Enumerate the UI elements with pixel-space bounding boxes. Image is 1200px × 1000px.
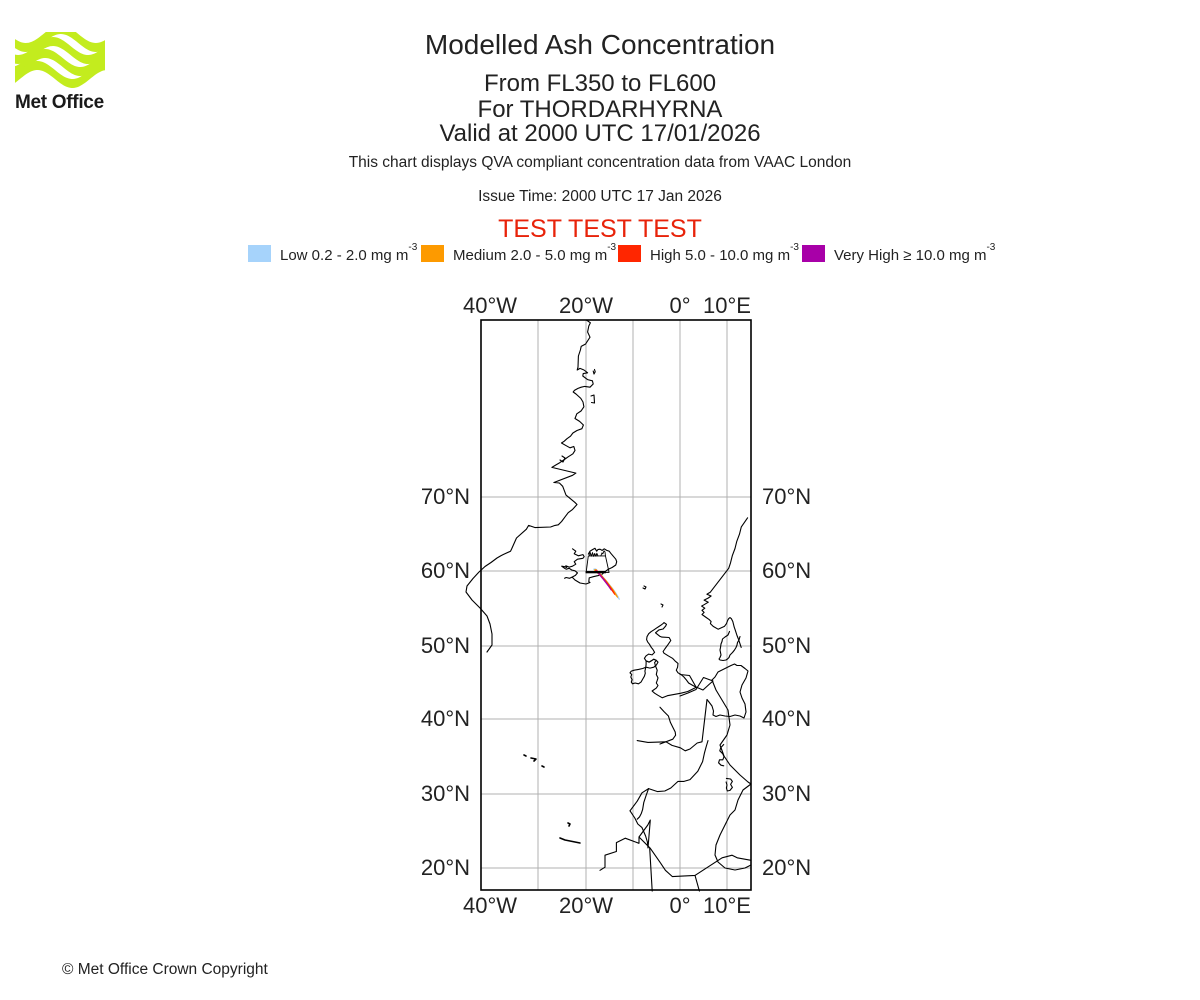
svg-text:30°N: 30°N (421, 781, 470, 806)
svg-text:20°N: 20°N (762, 855, 811, 880)
svg-text:30°N: 30°N (762, 781, 811, 806)
svg-text:20°W: 20°W (559, 293, 613, 318)
svg-text:20°N: 20°N (421, 855, 470, 880)
svg-text:50°N: 50°N (421, 633, 470, 658)
svg-text:0°: 0° (669, 893, 690, 918)
svg-text:50°N: 50°N (762, 633, 811, 658)
svg-text:70°N: 70°N (762, 484, 811, 509)
svg-text:0°: 0° (669, 293, 690, 318)
svg-text:40°N: 40°N (421, 706, 470, 731)
svg-text:10°E: 10°E (703, 293, 751, 318)
svg-text:40°W: 40°W (463, 293, 517, 318)
svg-text:60°N: 60°N (762, 558, 811, 583)
svg-text:20°W: 20°W (559, 893, 613, 918)
svg-text:40°N: 40°N (762, 706, 811, 731)
svg-text:40°W: 40°W (463, 893, 517, 918)
svg-text:70°N: 70°N (421, 484, 470, 509)
svg-text:60°N: 60°N (421, 558, 470, 583)
svg-text:10°E: 10°E (703, 893, 751, 918)
